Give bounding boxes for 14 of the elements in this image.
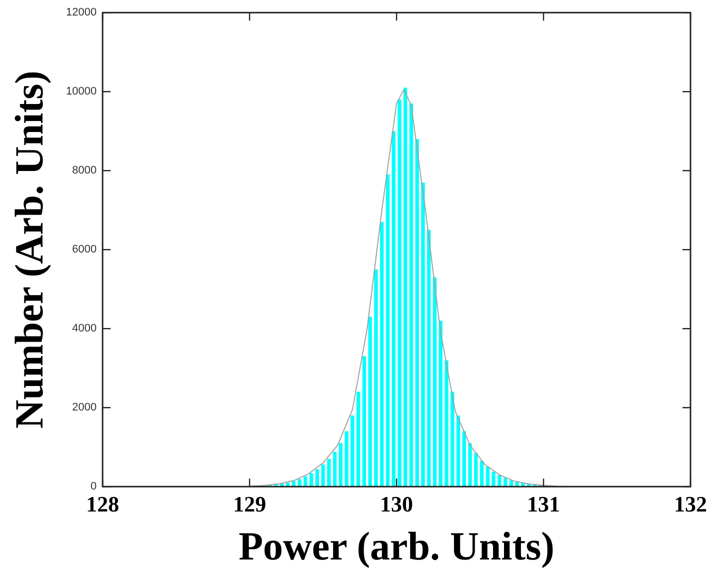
x-tick-label: 128: [86, 491, 120, 516]
y-axis-title: Number (Arb. Units): [6, 70, 52, 429]
y-tick-label: 8000: [72, 164, 97, 177]
y-tick-label: 2000: [72, 402, 97, 414]
x-tick-label: 129: [233, 491, 266, 516]
y-tick-label: 0: [90, 480, 97, 493]
y-tick-label: 12000: [66, 6, 97, 19]
x-tick-label: 130: [380, 491, 414, 516]
x-tick-label: 132: [674, 491, 707, 516]
x-axis-title: Power (arb. Units): [238, 523, 554, 568]
y-tick-label: 6000: [72, 244, 97, 256]
y-tick-label: 10000: [66, 86, 97, 98]
y-tick-label: 4000: [72, 322, 97, 335]
x-tick-label: 131: [527, 491, 560, 516]
